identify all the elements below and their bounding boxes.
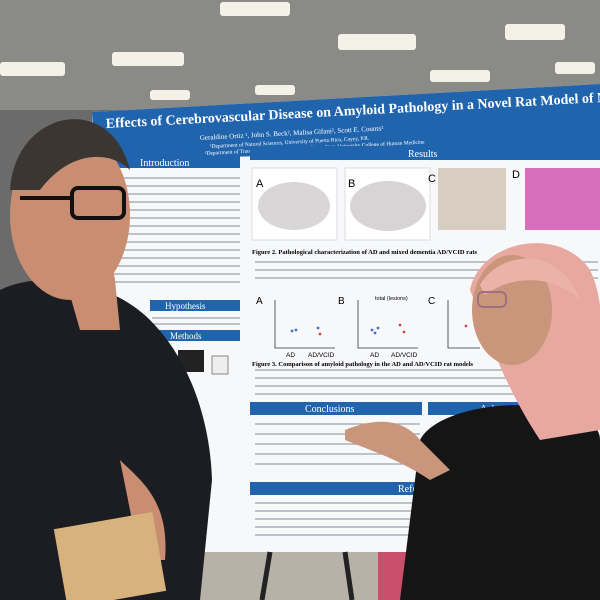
person-man <box>0 119 212 600</box>
plot-label: B <box>338 296 345 307</box>
panel-label: A <box>256 178 264 190</box>
ceiling-lights <box>0 2 595 100</box>
section-header: Refe <box>398 484 417 495</box>
section-header: Results <box>408 149 438 160</box>
section-header: Hypothesis <box>165 301 206 311</box>
plot-group: AD/VCID <box>391 352 418 359</box>
plot-points <box>290 326 380 335</box>
figure-caption: Figure 2. Pathological characterization … <box>252 249 477 256</box>
panel-label: B <box>348 178 355 190</box>
panel-label: D <box>512 169 520 181</box>
plot-points <box>318 323 468 336</box>
section-header: Conclusions <box>305 404 355 415</box>
plot-group: AD <box>370 352 379 359</box>
plot-label: total (lesions) <box>375 296 408 302</box>
section-header: Introduction <box>140 158 189 169</box>
plot-group: AD <box>286 352 295 359</box>
poster: Effects of Cerebrovascular Disease on Am… <box>92 84 600 552</box>
plot-label: C <box>428 296 435 307</box>
plot-label: A <box>256 296 263 307</box>
person-woman <box>345 243 600 600</box>
section-header: Methods <box>170 331 202 341</box>
plot-group: AD/VCID <box>308 352 335 359</box>
plot-axes <box>274 300 480 349</box>
panel-label: C <box>428 173 436 185</box>
figure-caption: Figure 3. Comparison of amyloid patholog… <box>252 361 474 368</box>
